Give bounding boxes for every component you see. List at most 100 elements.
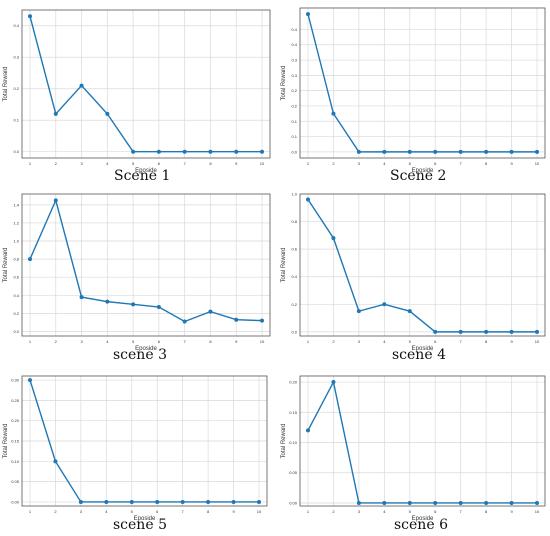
x-tick-label: 2 <box>55 161 58 166</box>
data-point <box>509 149 514 154</box>
data-point <box>484 500 489 505</box>
data-point <box>306 428 310 433</box>
x-tick-label: 6 <box>434 161 437 166</box>
data-point <box>484 149 489 154</box>
data-point <box>234 317 239 322</box>
grid <box>300 376 545 506</box>
y-axis-label: Total Reward <box>281 65 287 100</box>
x-tick-label: 7 <box>184 339 187 344</box>
x-tick-label: 8 <box>485 161 488 166</box>
series-line <box>307 199 537 333</box>
x-tick-label: 9 <box>232 509 235 514</box>
y-tick-label: 0.6 <box>13 275 19 280</box>
data-point <box>208 309 213 314</box>
x-axis-label: Eposide <box>412 168 434 174</box>
y-tick-label: 0.2 <box>13 86 19 91</box>
y-axis-label: Total Reward <box>281 423 287 458</box>
data-point <box>79 295 84 300</box>
y-tick-label: 0.00 <box>11 499 20 504</box>
x-tick-label: 10 <box>260 339 265 344</box>
y-tick-label: 0.15 <box>11 439 20 444</box>
data-point <box>180 499 185 504</box>
x-tick-label: 1 <box>29 509 32 514</box>
data-point <box>206 499 211 504</box>
x-tick-label: 7 <box>182 509 185 514</box>
y-tick-label: 0.4 <box>291 27 297 32</box>
y-tick-label: 0.8 <box>291 219 297 224</box>
x-tick-label: 8 <box>485 509 488 514</box>
y-tick-label: 0.4 <box>13 23 19 28</box>
data-point <box>458 329 463 334</box>
x-tick-label: 9 <box>510 509 513 514</box>
x-tick-label: 9 <box>510 161 513 166</box>
x-tick-label: 7 <box>184 161 187 166</box>
axes-frame <box>21 375 268 507</box>
chart-caption: Scene 1 <box>114 168 171 184</box>
chart-scene-2: 1 2 3 4 5 6 7 8 9 10 0.0 0.1 0.1 0.2 0.2 0.3 0.3 0.4 0.4 Ep… <box>280 0 550 192</box>
x-tick-label: 7 <box>460 161 463 166</box>
x-tick-label: 2 <box>54 509 57 514</box>
x-tick-label: 6 <box>156 509 159 514</box>
y-tick-label: 1.0 <box>291 192 297 197</box>
data-point <box>535 500 539 505</box>
chart-plot-scene-5: 1 2 3 4 5 6 7 8 9 10 0.00 0.05 0.10 0.15 0.20 0.25 0.30 E… <box>3 375 268 522</box>
x-tick-label: 4 <box>383 161 386 166</box>
x-tick-label: 5 <box>132 161 135 166</box>
x-axis-label: Eposide <box>134 516 156 522</box>
y-tick-label: 1.4 <box>13 202 19 207</box>
chart-plot-scene-3: 1 2 3 4 5 6 7 8 9 10 0.0 0.2 0.4 0.6 0.8 1.0 1.2 1.4 Eposi… <box>3 193 271 352</box>
chart-plot-scene-4: 1 2 3 4 5 6 7 8 9 10 0.0 0.2 0.4 0.6 0.8 1.0 Eposide Tota… <box>281 192 546 352</box>
x-tick-label: 5 <box>409 509 412 514</box>
x-tick-label: 1 <box>307 509 310 514</box>
x-tick-label: 4 <box>106 161 109 166</box>
y-tick-label: 0.1 <box>291 134 297 139</box>
x-tick-label: 2 <box>332 161 335 166</box>
data-point <box>356 500 361 505</box>
series-line <box>307 13 537 153</box>
x-tick-label: 4 <box>383 339 386 344</box>
data-point <box>535 149 539 154</box>
grid <box>300 193 545 336</box>
data-point <box>53 198 58 203</box>
x-tick-label: 3 <box>358 339 361 344</box>
x-tick-label: 5 <box>131 509 134 514</box>
chart-scene-3: 1 2 3 4 5 6 7 8 9 10 0.0 0.2 0.4 0.6 0.8 1.0 1.2 1.4 Eposi… <box>0 186 275 366</box>
axes-frame <box>299 193 546 337</box>
data-point <box>260 149 264 154</box>
data-point <box>433 149 438 154</box>
data-point <box>105 111 110 116</box>
data-point <box>129 499 134 504</box>
axes-frame <box>299 7 546 159</box>
y-tick-label: 0.05 <box>11 479 20 484</box>
y-tick-label: 0.4 <box>13 293 19 298</box>
x-axis-label: Eposide <box>412 346 434 352</box>
data-point <box>131 149 136 154</box>
x-tick-label: 1 <box>307 161 310 166</box>
data-point <box>208 149 213 154</box>
data-point <box>53 111 58 116</box>
y-tick-label: 0.10 <box>11 459 20 464</box>
y-tick-label: 0.3 <box>291 73 297 78</box>
data-point <box>433 500 438 505</box>
x-tick-label: 10 <box>535 339 540 344</box>
data-point <box>433 329 438 334</box>
x-tick-label: 9 <box>235 161 238 166</box>
x-tick-label: 5 <box>409 339 412 344</box>
y-tick-label: 0.2 <box>291 103 297 108</box>
x-tick-label: 6 <box>158 339 161 344</box>
x-tick-label: 7 <box>460 509 463 514</box>
data-point <box>231 499 236 504</box>
x-tick-label: 3 <box>80 339 83 344</box>
data-point <box>78 499 83 504</box>
x-tick-label: 10 <box>260 161 265 166</box>
x-axis-label: Eposide <box>135 346 157 352</box>
x-tick-label: 3 <box>358 161 361 166</box>
data-point <box>53 459 58 464</box>
y-tick-label: 0.1 <box>13 118 19 123</box>
y-tick-label: 0.1 <box>291 119 297 124</box>
chart-plot-scene-6: 1 2 3 4 5 6 7 8 9 10 0.00 0.05 0.10 0.15 0.20 Eposide To… <box>281 375 546 522</box>
x-tick-label: 6 <box>434 509 437 514</box>
y-tick-label: 0.2 <box>291 88 297 93</box>
x-tick-label: 1 <box>29 161 32 166</box>
data-point <box>382 302 387 307</box>
